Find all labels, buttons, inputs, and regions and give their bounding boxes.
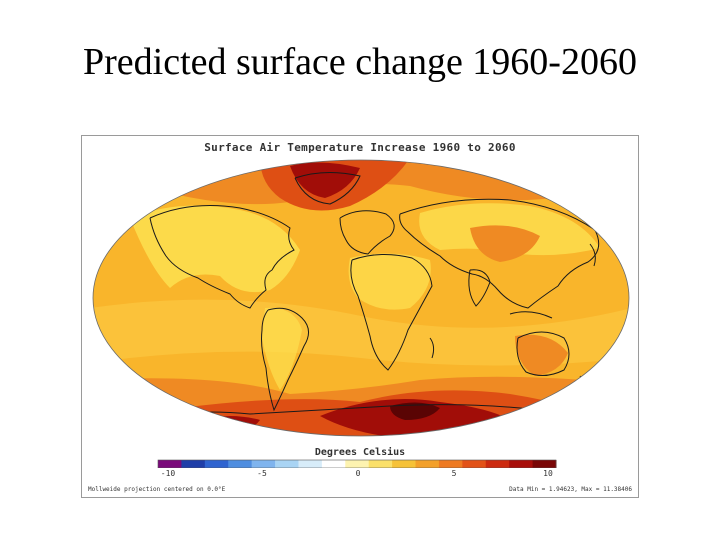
coast-africa bbox=[350, 254, 433, 371]
coast-indonesia bbox=[509, 311, 553, 319]
tropical-band bbox=[93, 299, 629, 366]
colorbar-swatch bbox=[228, 460, 253, 468]
antarctic-core-zone bbox=[390, 402, 440, 420]
tick-label: 5 bbox=[451, 469, 457, 478]
colorbar-swatch bbox=[345, 460, 370, 468]
colorbar-swatch bbox=[485, 460, 510, 468]
colorbar-swatch bbox=[368, 460, 393, 468]
australia-warm bbox=[515, 334, 568, 376]
tick-label: -10 bbox=[160, 469, 176, 478]
coast-new-zealand bbox=[579, 375, 585, 395]
colorbar-swatch bbox=[321, 460, 346, 468]
coast-asia bbox=[399, 198, 600, 309]
data-range-note: Data Min = 1.94623, Max = 11.38406 bbox=[509, 486, 632, 493]
coast-greenland bbox=[294, 171, 361, 205]
north-america-land bbox=[130, 205, 300, 293]
colorbar-swatch bbox=[275, 460, 299, 468]
colorbar-swatch bbox=[204, 460, 229, 468]
coast-japan bbox=[589, 243, 596, 267]
colorbar-swatch bbox=[392, 460, 417, 468]
tick-label: 10 bbox=[543, 469, 553, 478]
colorbar-swatch bbox=[438, 460, 463, 468]
colorbar-swatch bbox=[181, 460, 206, 468]
north-africa-land bbox=[348, 253, 431, 310]
colorbar-swatch bbox=[415, 460, 440, 468]
coast-europe bbox=[339, 210, 395, 255]
colorbar-swatch bbox=[532, 460, 557, 468]
map-title: Surface Air Temperature Increase 1960 to… bbox=[204, 141, 516, 154]
colorbar-swatch bbox=[158, 460, 182, 468]
coast-india bbox=[468, 269, 491, 307]
tick-label: 0 bbox=[355, 469, 361, 478]
globe-outline bbox=[92, 159, 630, 437]
south-america-land bbox=[262, 307, 302, 390]
coast-north-america bbox=[149, 205, 295, 309]
legend-title: Degrees Celsius bbox=[314, 447, 406, 458]
colorbar-swatch bbox=[462, 460, 487, 468]
colorbar-swatch bbox=[298, 460, 323, 468]
colorbar bbox=[157, 459, 557, 468]
projection-note: Mollweide projection centered on 0.0°E bbox=[88, 486, 226, 493]
colorbar-swatch bbox=[251, 460, 276, 468]
coast-australia bbox=[516, 331, 570, 376]
central-asia-warm bbox=[470, 225, 540, 262]
tick-label: -5 bbox=[257, 469, 267, 478]
colorbar-border bbox=[157, 459, 557, 468]
slide-title: Predicted surface change 1960-2060 bbox=[83, 41, 637, 83]
coast-south-america bbox=[261, 307, 309, 412]
coast-madagascar bbox=[429, 337, 435, 359]
temperature-map-figure: Surface Air Temperature Increase 1960 to… bbox=[81, 135, 639, 498]
world-map bbox=[92, 159, 630, 437]
greenland-hottest-zone bbox=[290, 162, 360, 198]
colorbar-swatch bbox=[509, 460, 534, 468]
